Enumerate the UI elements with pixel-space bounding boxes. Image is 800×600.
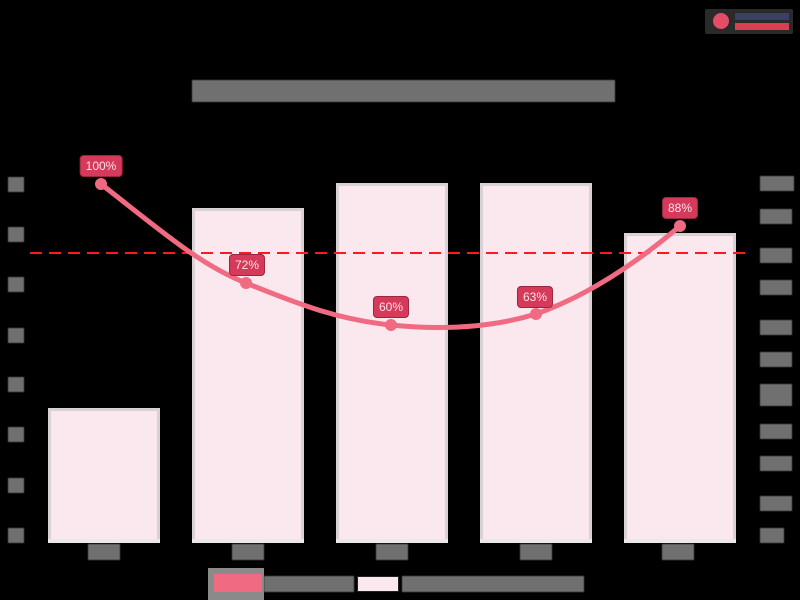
legend-swatch-line [214, 574, 262, 592]
data-label: 88% [661, 197, 699, 219]
bar-5 [624, 233, 736, 543]
bar-3 [336, 183, 448, 543]
bar-4 [480, 183, 592, 543]
brand-logo [705, 9, 793, 34]
bar-1 [48, 408, 160, 543]
legend-label-line [264, 576, 354, 592]
data-label: 63% [516, 286, 554, 308]
legend-label-bar [402, 576, 584, 592]
chart-title [192, 80, 615, 102]
data-label: 72% [228, 254, 266, 276]
legend-swatch-bar [357, 576, 399, 592]
data-label: 60% [372, 296, 410, 318]
data-label: 100% [79, 155, 123, 177]
